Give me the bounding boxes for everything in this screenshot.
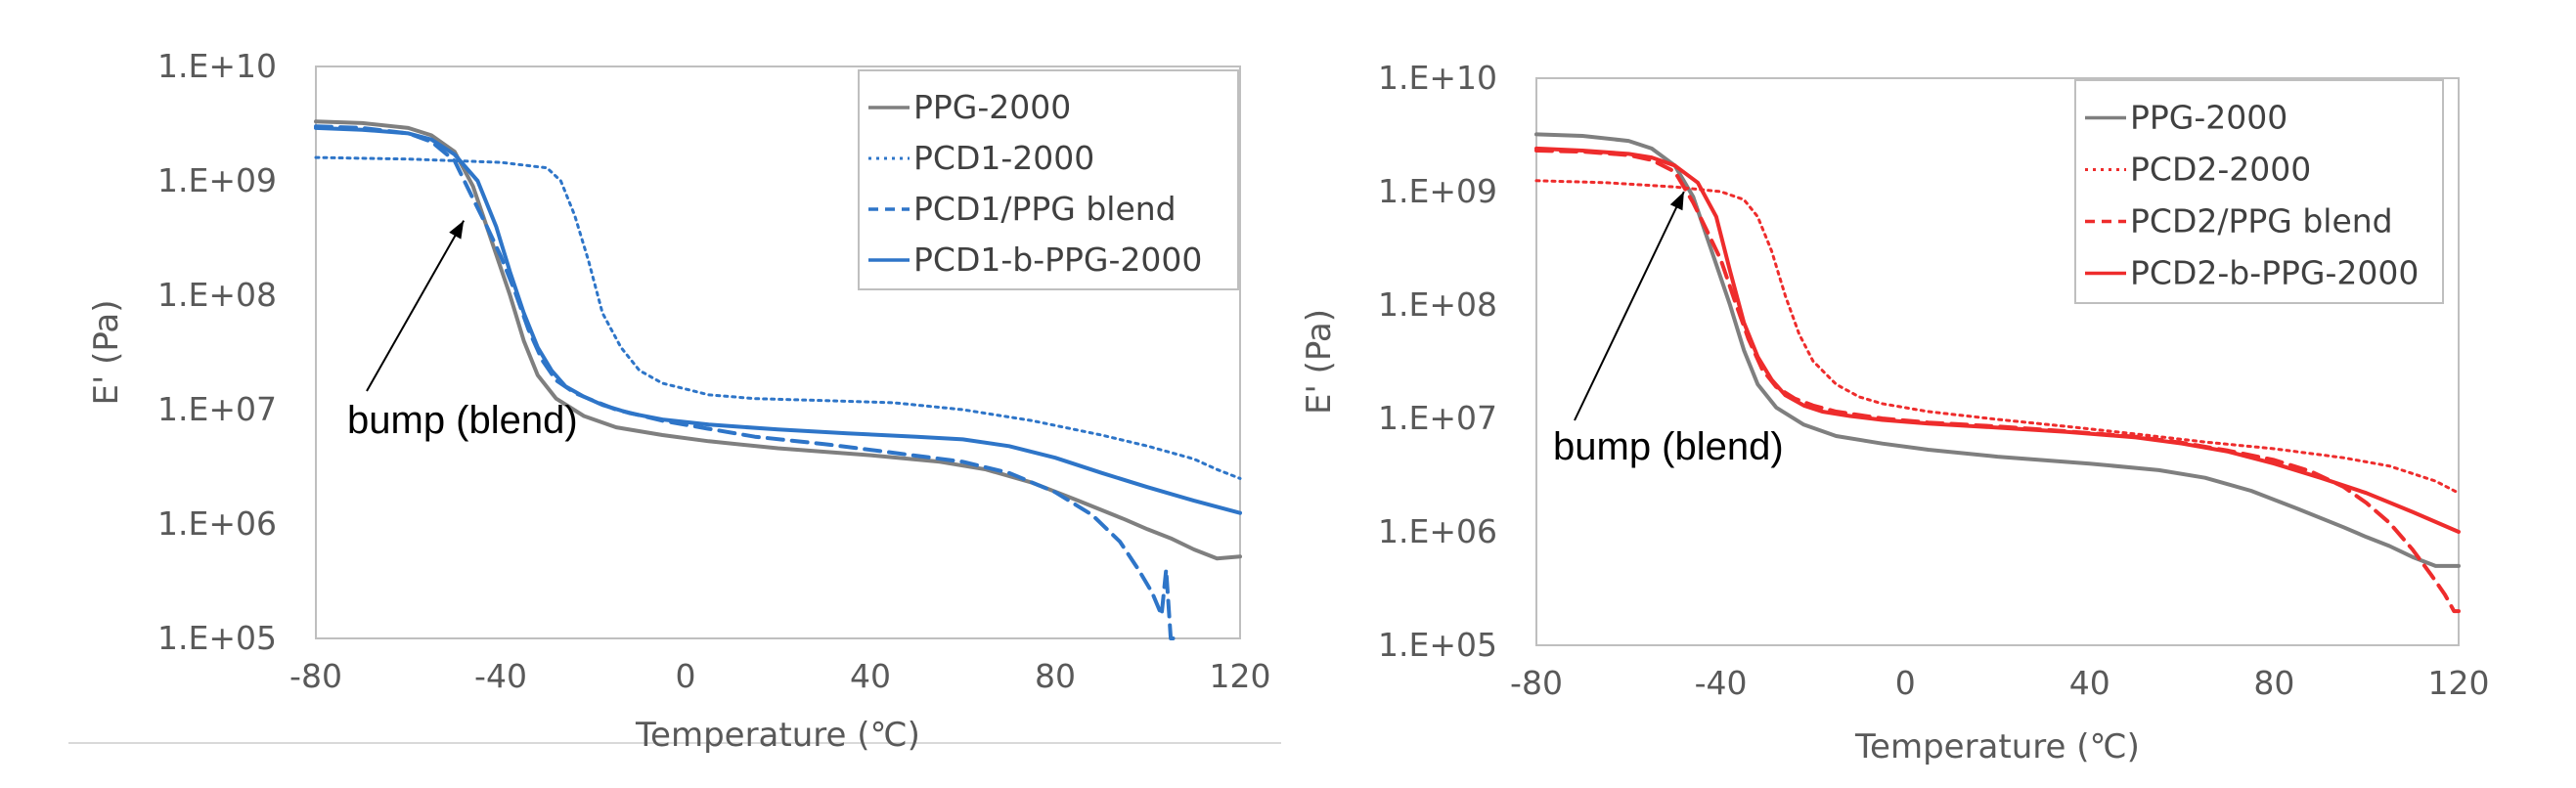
x-tick-label: -40: [474, 657, 527, 695]
series-line-pcd2-2000: [1534, 179, 2461, 495]
x-tick-label: -80: [289, 657, 342, 695]
legend-box: [858, 69, 1239, 290]
x-tick-labels: -80 -40 0 40 80 120: [1510, 664, 2489, 702]
y-tick-label: 1.E+07: [1378, 399, 1497, 437]
y-tick-label: 1.E+10: [157, 47, 277, 85]
x-tick-label: 0: [676, 657, 696, 695]
x-tick-label: 80: [2253, 664, 2294, 702]
chart-left: 1.E+05 1.E+06 1.E+07 1.E+08 1.E+09 1.E+10 -80…: [68, 47, 1281, 755]
y-tick-label: 1.E+06: [1378, 512, 1497, 550]
legend: PPG-2000 PCD2-2000 PCD2/PPG blend PCD2-b-PP…: [2074, 79, 2444, 304]
series-line-pcd2-b-ppg-2000: [1534, 146, 2461, 534]
annotation: bump (blend): [1553, 191, 1784, 468]
chart-right: 1.E+05 1.E+06 1.E+07 1.E+08 1.E+09 1.E+10 -80…: [1300, 59, 2490, 766]
annotation-arrow: [1574, 191, 1685, 421]
x-tick-label: -40: [1695, 664, 1748, 702]
arrow-head-icon: [1669, 192, 1684, 211]
legend-entry: PCD1/PPG blend: [913, 190, 1177, 228]
series-line-pcd1-2000: [314, 155, 1242, 480]
legend-entry: PPG-2000: [2130, 99, 2287, 137]
y-axis-title: E' (Pa): [1300, 309, 1339, 415]
legend-entry: PCD1-b-PPG-2000: [913, 241, 1202, 279]
x-tick-label: -80: [1510, 664, 1563, 702]
x-tick-label: 120: [1210, 657, 1271, 695]
plot-area: [315, 66, 1241, 639]
x-axis-title: Temperature (℃): [635, 716, 920, 755]
y-tick-label: 1.E+08: [1378, 285, 1497, 324]
y-tick-label: 1.E+08: [157, 276, 277, 314]
x-tick-label: 0: [1895, 664, 1916, 702]
y-axis-title: E' (Pa): [87, 300, 126, 406]
series-line-pcd1-b-ppg-2000: [314, 125, 1242, 515]
legend-box: [2074, 79, 2444, 304]
x-tick-label: 40: [2069, 664, 2110, 702]
annotation-arrow: [366, 220, 466, 392]
legend-entry: PPG-2000: [913, 88, 1071, 126]
legend-entry: PCD2-2000: [2130, 151, 2311, 189]
y-tick-labels: 1.E+05 1.E+06 1.E+07 1.E+08 1.E+09 1.E+10: [157, 47, 277, 657]
arrow-head-icon: [449, 220, 465, 240]
series-group: [1534, 132, 2461, 614]
y-tick-label: 1.E+10: [1378, 59, 1497, 97]
y-tick-label: 1.E+06: [157, 504, 277, 543]
y-tick-label: 1.E+05: [157, 619, 277, 657]
x-tick-label: 40: [850, 657, 891, 695]
y-tick-label: 1.E+09: [1378, 172, 1497, 210]
legend: PPG-2000 PCD1-2000 PCD1/PPG blend PCD1-b-PP…: [858, 69, 1239, 290]
annotation: bump (blend): [347, 220, 578, 442]
x-axis-title: Temperature (℃): [1854, 727, 2140, 766]
legend-entry: PCD2/PPG blend: [2130, 202, 2393, 241]
plot-area: [1535, 77, 2460, 646]
y-tick-label: 1.E+05: [1378, 626, 1497, 664]
series-group: [314, 119, 1242, 640]
legend-entry: PCD2-b-PPG-2000: [2130, 254, 2419, 292]
legend-entry: PCD1-2000: [913, 139, 1094, 177]
annotation-label: bump (blend): [347, 399, 578, 442]
y-tick-label: 1.E+09: [157, 161, 277, 199]
x-tick-label: 120: [2428, 664, 2490, 702]
y-tick-labels: 1.E+05 1.E+06 1.E+07 1.E+08 1.E+09 1.E+10: [1378, 59, 1497, 664]
x-tick-labels: -80 -40 0 40 80 120: [289, 657, 1270, 695]
x-tick-label: 80: [1035, 657, 1076, 695]
series-line-ppg-2000: [1534, 132, 2461, 568]
y-tick-label: 1.E+07: [157, 390, 277, 428]
annotation-label: bump (blend): [1553, 425, 1784, 468]
